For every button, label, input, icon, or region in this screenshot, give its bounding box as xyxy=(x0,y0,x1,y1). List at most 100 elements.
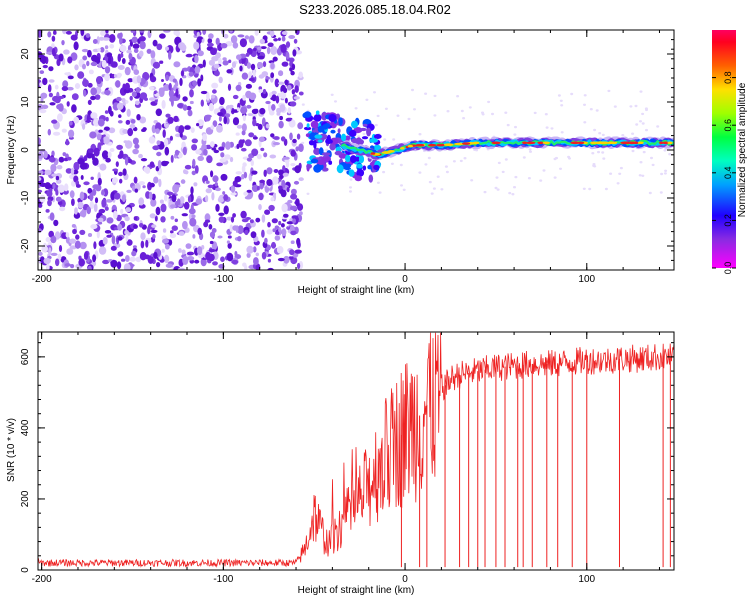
noise-speck xyxy=(69,245,77,250)
noise-speck xyxy=(440,188,444,191)
noise-speck xyxy=(204,114,212,119)
noise-speck xyxy=(116,74,121,79)
noise-speck xyxy=(553,157,557,161)
noise-speck xyxy=(237,34,245,38)
noise-speck xyxy=(98,246,107,255)
noise-speck xyxy=(226,240,230,244)
noise-speck xyxy=(285,41,291,48)
noise-speck xyxy=(202,59,206,68)
noise-speck xyxy=(278,220,282,226)
noise-speck xyxy=(125,255,130,262)
noise-speck xyxy=(118,114,122,118)
noise-speck xyxy=(56,179,62,184)
noise-speck xyxy=(40,256,45,264)
noise-speck xyxy=(663,149,667,152)
noise-speck xyxy=(257,46,262,51)
noise-speck xyxy=(291,63,296,70)
noise-speck xyxy=(504,111,508,114)
noise-speck xyxy=(269,110,275,116)
track-blob xyxy=(315,110,320,115)
noise-speck xyxy=(161,248,165,253)
noise-speck xyxy=(559,99,563,103)
noise-speck xyxy=(334,100,337,103)
noise-speck xyxy=(55,175,60,181)
noise-speck xyxy=(64,72,71,76)
noise-speck xyxy=(170,204,176,209)
noise-speck xyxy=(274,78,280,88)
noise-speck xyxy=(235,171,243,175)
noise-speck xyxy=(129,40,133,47)
noise-speck xyxy=(651,163,655,167)
noise-speck xyxy=(151,193,156,201)
noise-speck xyxy=(244,264,248,270)
noise-speck xyxy=(237,236,242,242)
noise-speck xyxy=(135,256,142,263)
noise-speck xyxy=(108,55,112,65)
noise-speck xyxy=(117,53,122,62)
noise-speck xyxy=(273,38,278,42)
noise-speck xyxy=(173,115,179,123)
noise-speck xyxy=(506,123,510,127)
noise-speck xyxy=(497,161,501,165)
noise-speck xyxy=(278,120,284,129)
noise-speck xyxy=(138,50,144,57)
noise-speck xyxy=(294,249,302,254)
y-tick-label: -10 xyxy=(20,190,31,205)
noise-speck xyxy=(266,167,273,175)
noise-speck xyxy=(197,78,202,87)
track-hotspot xyxy=(427,143,437,147)
noise-speck xyxy=(104,45,109,50)
noise-speck xyxy=(217,112,224,117)
track-hotspot xyxy=(407,144,414,148)
noise-speck xyxy=(182,255,189,265)
noise-speck xyxy=(483,190,487,194)
track-hotspot xyxy=(542,141,550,145)
noise-speck xyxy=(258,204,262,211)
noise-speck xyxy=(168,82,172,91)
noise-speck xyxy=(202,30,207,35)
noise-speck xyxy=(210,125,215,130)
noise-speck xyxy=(83,89,87,97)
noise-speck xyxy=(267,267,274,270)
noise-speck xyxy=(181,213,188,217)
noise-speck xyxy=(133,216,138,221)
noise-speck xyxy=(70,167,75,175)
noise-speck xyxy=(376,181,380,184)
noise-speck xyxy=(217,196,224,203)
noise-speck xyxy=(288,35,296,39)
noise-speck xyxy=(79,191,85,201)
noise-speck xyxy=(71,224,76,228)
noise-speck xyxy=(53,131,61,136)
noise-speck xyxy=(44,169,52,176)
noise-speck xyxy=(283,213,289,218)
noise-speck xyxy=(297,262,301,270)
noise-speck xyxy=(591,152,595,155)
noise-speck xyxy=(275,231,280,235)
noise-speck xyxy=(170,97,174,107)
noise-speck xyxy=(189,89,194,98)
track-blob xyxy=(324,123,331,129)
noise-speck xyxy=(154,215,158,222)
noise-speck xyxy=(200,99,204,107)
noise-speck xyxy=(411,88,414,92)
noise-speck xyxy=(231,61,237,68)
noise-speck xyxy=(609,172,613,175)
noise-speck xyxy=(195,149,202,155)
noise-speck xyxy=(90,112,98,119)
noise-speck xyxy=(194,66,201,74)
noise-speck xyxy=(46,263,50,270)
y-tick-label: -20 xyxy=(20,238,31,253)
noise-speck xyxy=(295,146,300,152)
noise-speck xyxy=(212,175,219,183)
noise-speck xyxy=(156,262,161,268)
noise-speck xyxy=(553,176,557,179)
noise-speck xyxy=(245,52,250,57)
track-blob xyxy=(317,125,324,133)
noise-speck xyxy=(108,34,116,43)
track-hotspot xyxy=(607,141,615,145)
noise-speck xyxy=(51,48,56,57)
noise-speck xyxy=(557,94,561,97)
noise-speck xyxy=(87,148,94,154)
noise-speck xyxy=(192,80,198,87)
noise-speck xyxy=(197,50,204,57)
